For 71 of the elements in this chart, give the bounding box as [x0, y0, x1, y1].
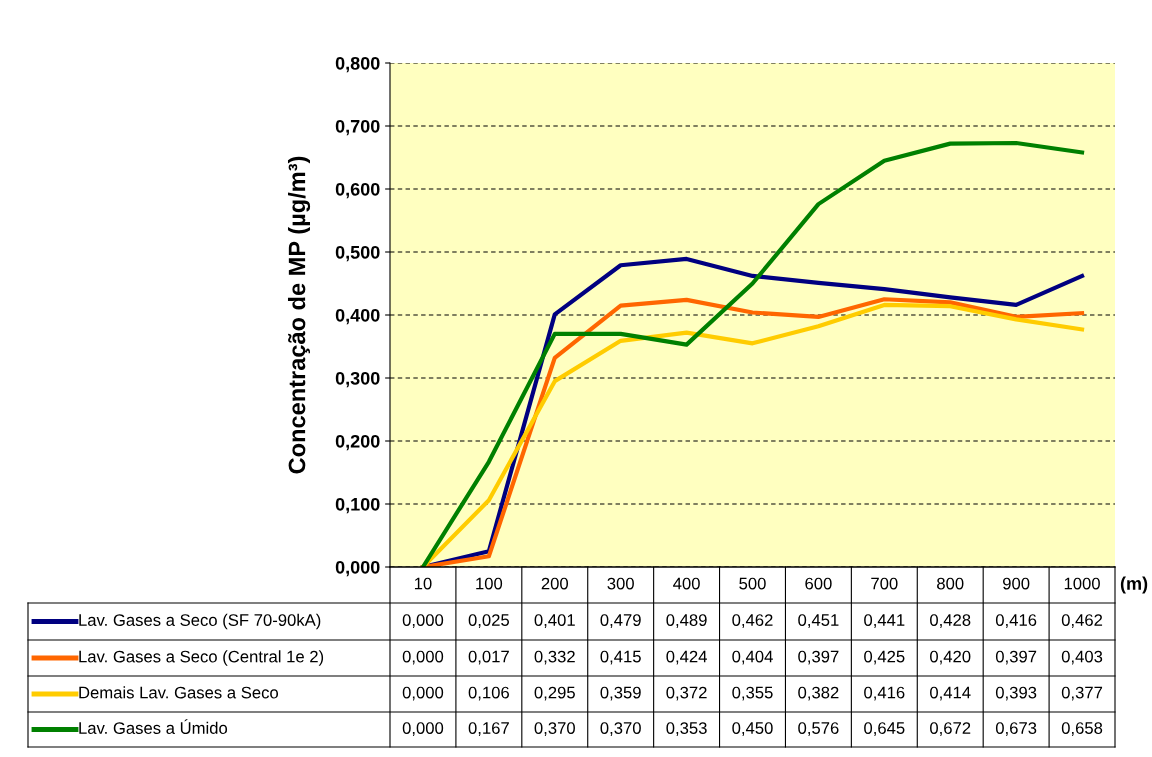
data-label: 0,415 [600, 650, 641, 665]
y-tick-label: 0,500 [335, 245, 380, 262]
y-axis-title: Concentração de MP (µg/m³) [287, 156, 311, 474]
data-label: 0,397 [798, 650, 839, 665]
data-label: 0,397 [995, 650, 1037, 665]
data-label: 0,000 [402, 650, 444, 665]
legend-label: Lav. Gases a Seco (Central 1e 2) [79, 650, 324, 666]
legend-label: Lav. Gases a Seco (SF 70-90kA) [79, 613, 321, 630]
data-label: 0,489 [666, 614, 707, 628]
data-label: 0,424 [666, 650, 707, 665]
data-label: 0,658 [1061, 722, 1103, 736]
line-series [420, 140, 1085, 567]
data-label: 0,370 [600, 722, 641, 736]
y-tick-label: 0,700 [335, 119, 380, 136]
data-label: 0,370 [534, 722, 575, 736]
data-label: 0,645 [864, 722, 905, 736]
data-label: 0,359 [600, 686, 641, 701]
y-tick-label: 0,200 [335, 434, 380, 451]
y-tick-label: 0,800 [335, 56, 380, 73]
data-label: 0,000 [402, 722, 444, 736]
legend-label: Lav. Gases a Úmido [79, 719, 228, 734]
x-tick-label: 500 [739, 577, 766, 590]
data-label: 0,462 [1061, 614, 1103, 628]
x-tick-label: 100 [476, 577, 503, 590]
x-tick-label: 10 [414, 577, 432, 590]
data-label: 0,451 [798, 614, 839, 628]
data-label: 0,414 [930, 686, 971, 701]
data-label: 0,295 [534, 686, 575, 701]
data-label: 0,416 [864, 686, 905, 701]
y-tick-label: 0,600 [335, 182, 380, 199]
x-axis-title: (m) [1120, 576, 1148, 594]
x-tick-label: 700 [871, 577, 898, 590]
x-tick-label: 600 [805, 577, 832, 590]
y-tick-label: 0,300 [335, 371, 380, 388]
x-tick-label: 800 [937, 577, 964, 590]
x-tick-label: 200 [541, 577, 569, 590]
data-label: 0,576 [798, 722, 839, 736]
data-label: 0,672 [930, 722, 971, 736]
data-label: 0,479 [600, 614, 641, 628]
y-tick-label: 0,400 [335, 308, 380, 325]
data-label: 0,355 [732, 686, 773, 701]
data-label: 0,372 [666, 686, 707, 701]
data-label: 0,462 [732, 614, 773, 628]
data-label: 0,377 [1061, 686, 1103, 701]
data-label: 0,420 [930, 650, 971, 665]
data-label: 0,416 [995, 614, 1037, 628]
data-label: 0,106 [468, 686, 509, 701]
data-label: 0,000 [402, 614, 444, 628]
x-tick-label: 900 [1003, 577, 1030, 590]
data-label: 0,382 [798, 686, 839, 701]
data-label: 0,393 [995, 686, 1037, 701]
data-label: 0,167 [468, 722, 509, 736]
data-label: 0,425 [864, 650, 905, 665]
data-label: 0,017 [468, 650, 509, 665]
data-label: 0,441 [864, 614, 905, 628]
data-label: 0,403 [1061, 650, 1103, 665]
data-label: 0,450 [732, 722, 773, 736]
x-tick-label: 400 [673, 577, 700, 590]
legend-label: Demais Lav. Gases a Seco [79, 686, 279, 699]
data-label: 0,025 [468, 614, 510, 628]
data-label: 0,404 [732, 650, 773, 665]
y-tick-label: 0,100 [335, 497, 380, 514]
x-tick-label: 300 [607, 577, 634, 590]
data-label: 0,401 [534, 614, 575, 628]
data-label: 0,332 [534, 650, 575, 665]
y-tick-label: 0,000 [335, 560, 380, 577]
data-label: 0,428 [930, 614, 971, 628]
data-label: 0,000 [402, 686, 444, 701]
data-label: 0,353 [666, 722, 707, 736]
x-tick-label: 1000 [1064, 577, 1100, 590]
data-label: 0,673 [995, 722, 1037, 736]
